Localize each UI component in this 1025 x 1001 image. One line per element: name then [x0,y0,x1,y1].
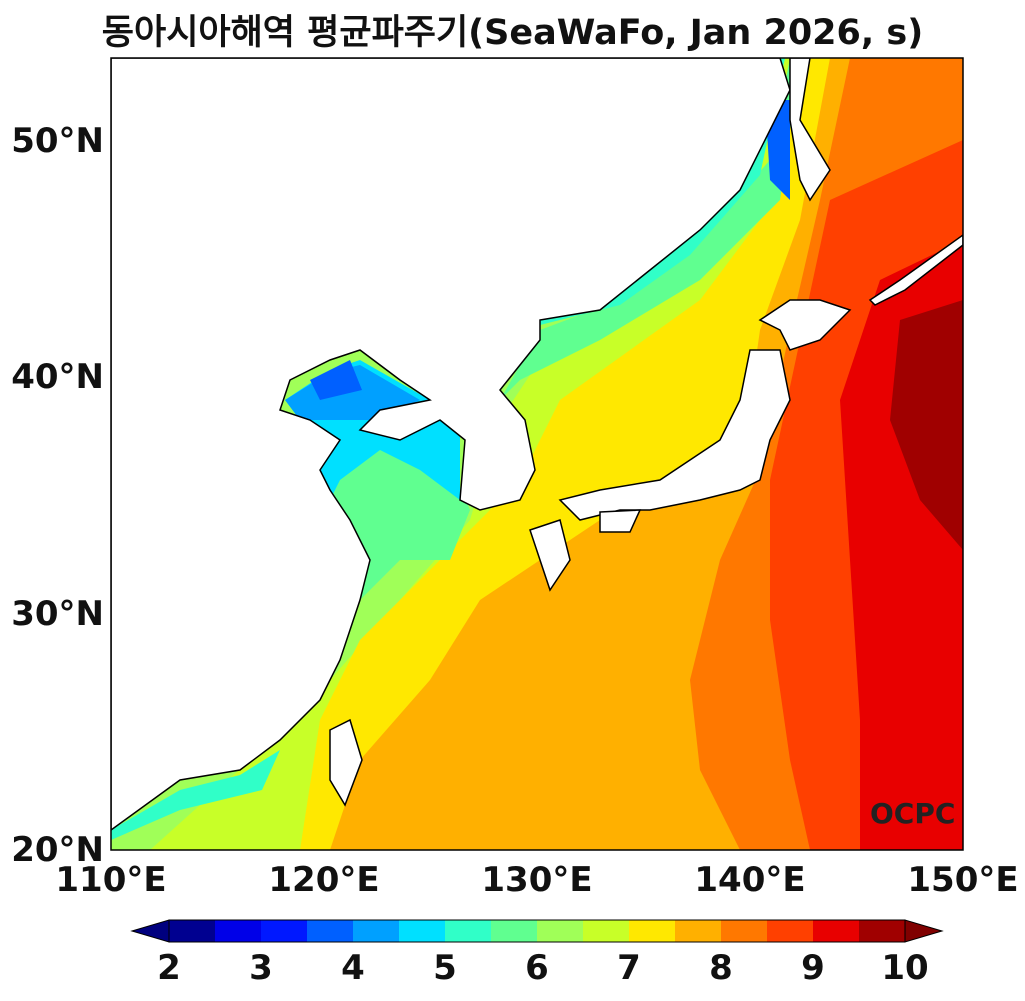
colorbar-tick: 2 [157,948,181,988]
land-kyushu [529,519,571,592]
colorbar-cell [307,920,354,942]
colorbar-tick: 4 [341,948,365,988]
band-5-5.5-coast [111,750,280,840]
colorbar-extend-high [904,919,944,943]
band-3.5-4-bohai [310,360,362,400]
band-9.5-10 [890,300,963,550]
x-tick: 120°E [268,860,380,900]
y-tick: 30°N [11,594,104,634]
land-sakhalin [789,58,831,202]
x-tick: 110°E [55,860,167,900]
colorbar-tick: 5 [433,948,457,988]
colorbar-cell [169,920,216,942]
x-tick: 150°E [907,860,1019,900]
colorbar-tick: 8 [709,948,733,988]
plot-frame [110,57,964,851]
colorbar-tick: 3 [249,948,273,988]
colorbar-cell [767,920,814,942]
colorbar-cell [491,920,538,942]
colorbar-cell [537,920,584,942]
colorbar-tick: 9 [801,948,825,988]
colorbar-cell [261,920,308,942]
colorbar-cell [399,920,446,942]
land-hokkaido [758,299,852,351]
land-shikoku [599,509,642,533]
x-tick: 140°E [694,860,806,900]
colorbar-extend-low [130,919,170,943]
colorbar-tick: 7 [617,948,641,988]
colorbar-cell [445,920,492,942]
colorbar-cell [629,920,676,942]
colorbar-cell [813,920,860,942]
land-kuril [868,234,963,306]
colorbar-cell [721,920,768,942]
svg-text:OCPC: OCPC [870,797,955,830]
ocpc-logo: OCPC [870,797,955,830]
x-tick: 130°E [481,860,593,900]
land [111,58,963,831]
colorbar-cell [859,920,906,942]
colorbar-cell [583,920,630,942]
band-5.5-6 [500,58,800,400]
colorbar-cell [353,920,400,942]
band-4-4.5 [285,365,420,420]
map-title: 동아시아해역 평균파주기(SeaWaFo, Jan 2026, s) [101,13,924,53]
land-mainland [111,58,791,831]
colorbar-cell [215,920,262,942]
y-tick: 50°N [11,121,104,161]
y-tick: 40°N [11,357,104,397]
colorbar [130,919,944,943]
y-tick: 20°N [11,830,104,870]
colorbar-tick: 6 [525,948,549,988]
land-taiwan [329,718,363,807]
colorbar-cell [675,920,722,942]
colorbar-tick: 10 [881,948,929,988]
